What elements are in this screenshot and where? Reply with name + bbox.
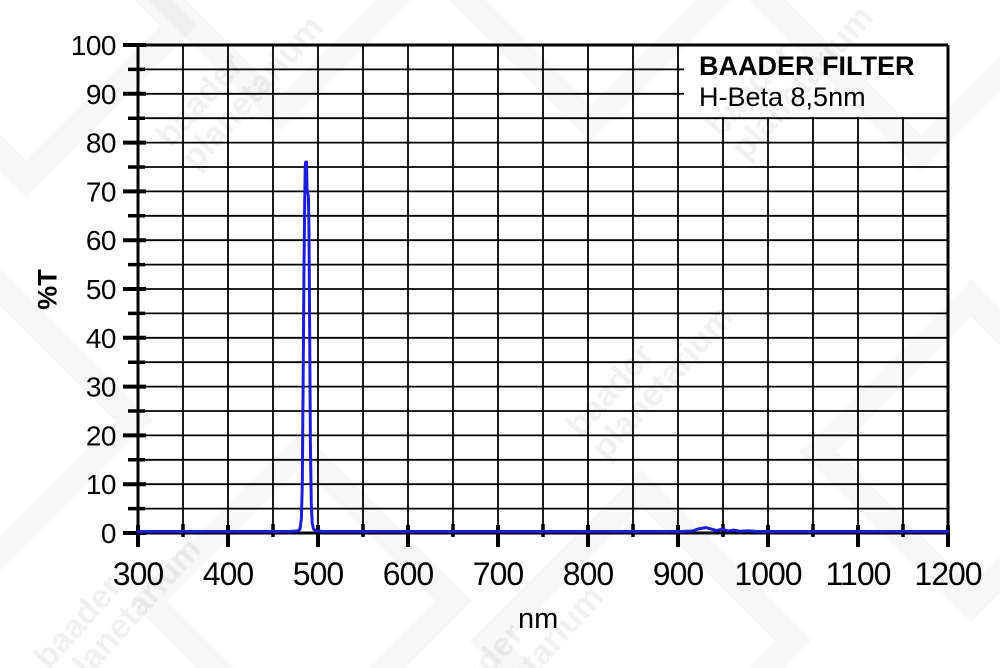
y-axis-label: %T [32,269,63,310]
legend-box [684,46,947,117]
y-tick-label: 70 [86,176,116,207]
y-tick-label: 60 [86,225,116,256]
y-tick-label: 80 [86,128,116,159]
x-axis-label: nm [518,603,559,635]
y-tick-label: 90 [86,79,116,110]
x-tick-label: 800 [563,556,614,592]
x-tick-label: 1000 [734,556,801,592]
x-tick-label: 900 [653,556,704,592]
y-tick-label: 20 [86,420,116,451]
y-tick-label: 50 [86,274,116,305]
legend-subtitle: H-Beta 8,5nm [699,82,866,112]
x-tick-label: 300 [113,556,164,592]
y-tick-label: 40 [86,323,116,354]
chart-legend: BAADER FILTER H-Beta 8,5nm [699,51,915,113]
x-tick-label: 700 [473,556,524,592]
x-tick-label: 500 [293,556,344,592]
legend-title: BAADER FILTER [699,51,915,81]
x-tick-label: 1200 [914,556,981,592]
x-tick-label: 600 [383,556,434,592]
y-tick-label: 30 [86,372,116,403]
x-tick-label: 400 [203,556,254,592]
x-tick-label: 1100 [826,556,891,592]
transmission-curve [136,160,950,533]
y-tick-label: 0 [101,518,116,549]
y-tick-label: 10 [86,469,116,500]
y-tick-label: 100 [71,30,116,61]
